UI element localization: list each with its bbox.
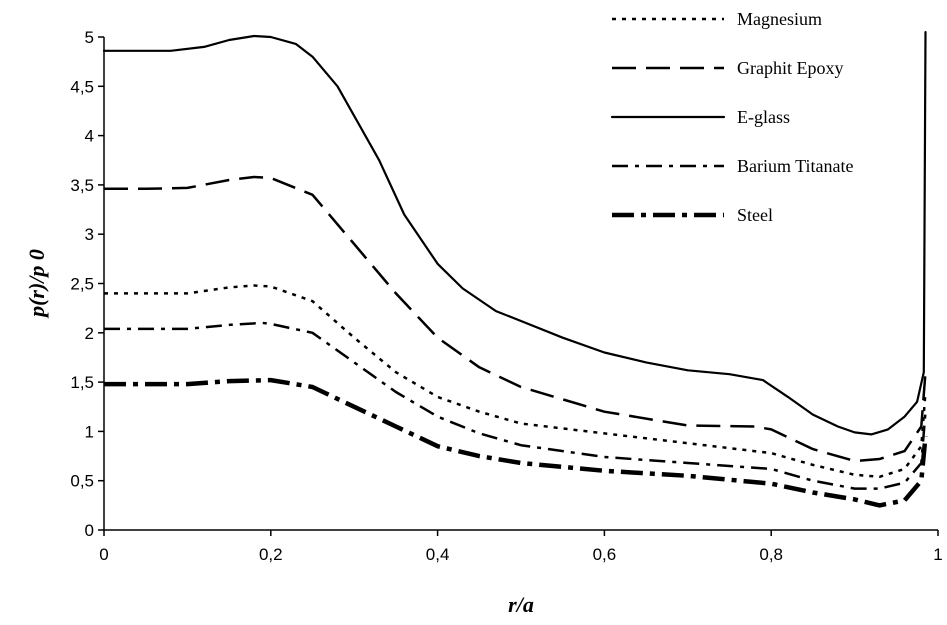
series-line-graphit-epoxy [104,175,927,463]
series-line-e-glass [102,31,927,436]
y-tick-label: 5 [85,28,94,47]
y-tick-label: 1,5 [70,373,94,392]
legend-label-e-glass: E-glass [737,107,790,127]
x-tick-label: 0,8 [759,545,783,564]
x-tick-label: 0,6 [593,545,617,564]
y-tick-label: 0 [85,521,94,540]
y-tick-label: 2,5 [70,275,94,294]
axes: 0 0,5 1 1,5 2 2,5 3 3,5 4 4,5 5 0 0,2 0,4 0,6 0,8 1 [70,28,942,564]
series-line-steel [104,377,928,508]
y-tick-label: 3 [85,225,94,244]
series-line-barium-titanate [104,321,927,490]
x-tick-label: 0,4 [426,545,450,564]
y-axis-title: p(r)/p 0 [24,249,49,319]
y-tick-label: 1 [85,422,94,441]
x-tick-label: 0,2 [259,545,283,564]
x-axis-title: r/a [508,592,534,617]
y-tick-label: 3,5 [70,176,94,195]
x-tick-label: 0 [99,545,108,564]
series-line-magnesium [104,284,927,479]
legend-label-barium-titanate: Barium Titanate [737,156,854,176]
y-tick-label: 4 [85,127,94,146]
y-tick-label: 2 [85,324,94,343]
x-tick-label: 1 [933,545,942,564]
legend-label-steel: Steel [737,205,773,225]
plot-area [102,31,928,508]
y-tick-label: 0,5 [70,472,94,491]
legend-label-magnesium: Magnesium [737,9,822,29]
legend: Magnesium Graphit Epoxy E-glass Barium Tita… [610,9,854,225]
y-tick-label: 4,5 [70,77,94,96]
legend-label-graphit-epoxy: Graphit Epoxy [737,58,843,78]
